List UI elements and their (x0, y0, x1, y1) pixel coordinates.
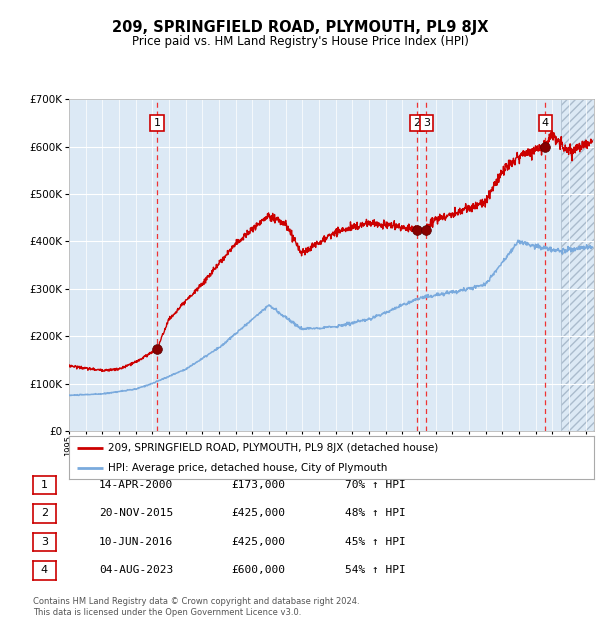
Text: £425,000: £425,000 (231, 537, 285, 547)
Text: 70% ↑ HPI: 70% ↑ HPI (345, 480, 406, 490)
Text: 48% ↑ HPI: 48% ↑ HPI (345, 508, 406, 518)
Text: £600,000: £600,000 (231, 565, 285, 575)
Text: 209, SPRINGFIELD ROAD, PLYMOUTH, PL9 8JX (detached house): 209, SPRINGFIELD ROAD, PLYMOUTH, PL9 8JX… (109, 443, 439, 453)
Text: 3: 3 (423, 118, 430, 128)
Text: 1: 1 (41, 480, 48, 490)
Text: £425,000: £425,000 (231, 508, 285, 518)
Text: 209, SPRINGFIELD ROAD, PLYMOUTH, PL9 8JX: 209, SPRINGFIELD ROAD, PLYMOUTH, PL9 8JX (112, 20, 488, 35)
Text: 3: 3 (41, 537, 48, 547)
Text: 04-AUG-2023: 04-AUG-2023 (99, 565, 173, 575)
Text: 4: 4 (542, 118, 549, 128)
Text: Price paid vs. HM Land Registry's House Price Index (HPI): Price paid vs. HM Land Registry's House … (131, 35, 469, 48)
Text: 1: 1 (154, 118, 160, 128)
Text: 54% ↑ HPI: 54% ↑ HPI (345, 565, 406, 575)
Text: 4: 4 (41, 565, 48, 575)
Text: 2: 2 (413, 118, 421, 128)
Text: HPI: Average price, detached house, City of Plymouth: HPI: Average price, detached house, City… (109, 463, 388, 472)
Text: 45% ↑ HPI: 45% ↑ HPI (345, 537, 406, 547)
Text: 20-NOV-2015: 20-NOV-2015 (99, 508, 173, 518)
Bar (560, 99, 594, 431)
Text: £173,000: £173,000 (231, 480, 285, 490)
Text: 10-JUN-2016: 10-JUN-2016 (99, 537, 173, 547)
Text: 14-APR-2000: 14-APR-2000 (99, 480, 173, 490)
Text: Contains HM Land Registry data © Crown copyright and database right 2024.
This d: Contains HM Land Registry data © Crown c… (33, 598, 359, 617)
Text: 2: 2 (41, 508, 48, 518)
